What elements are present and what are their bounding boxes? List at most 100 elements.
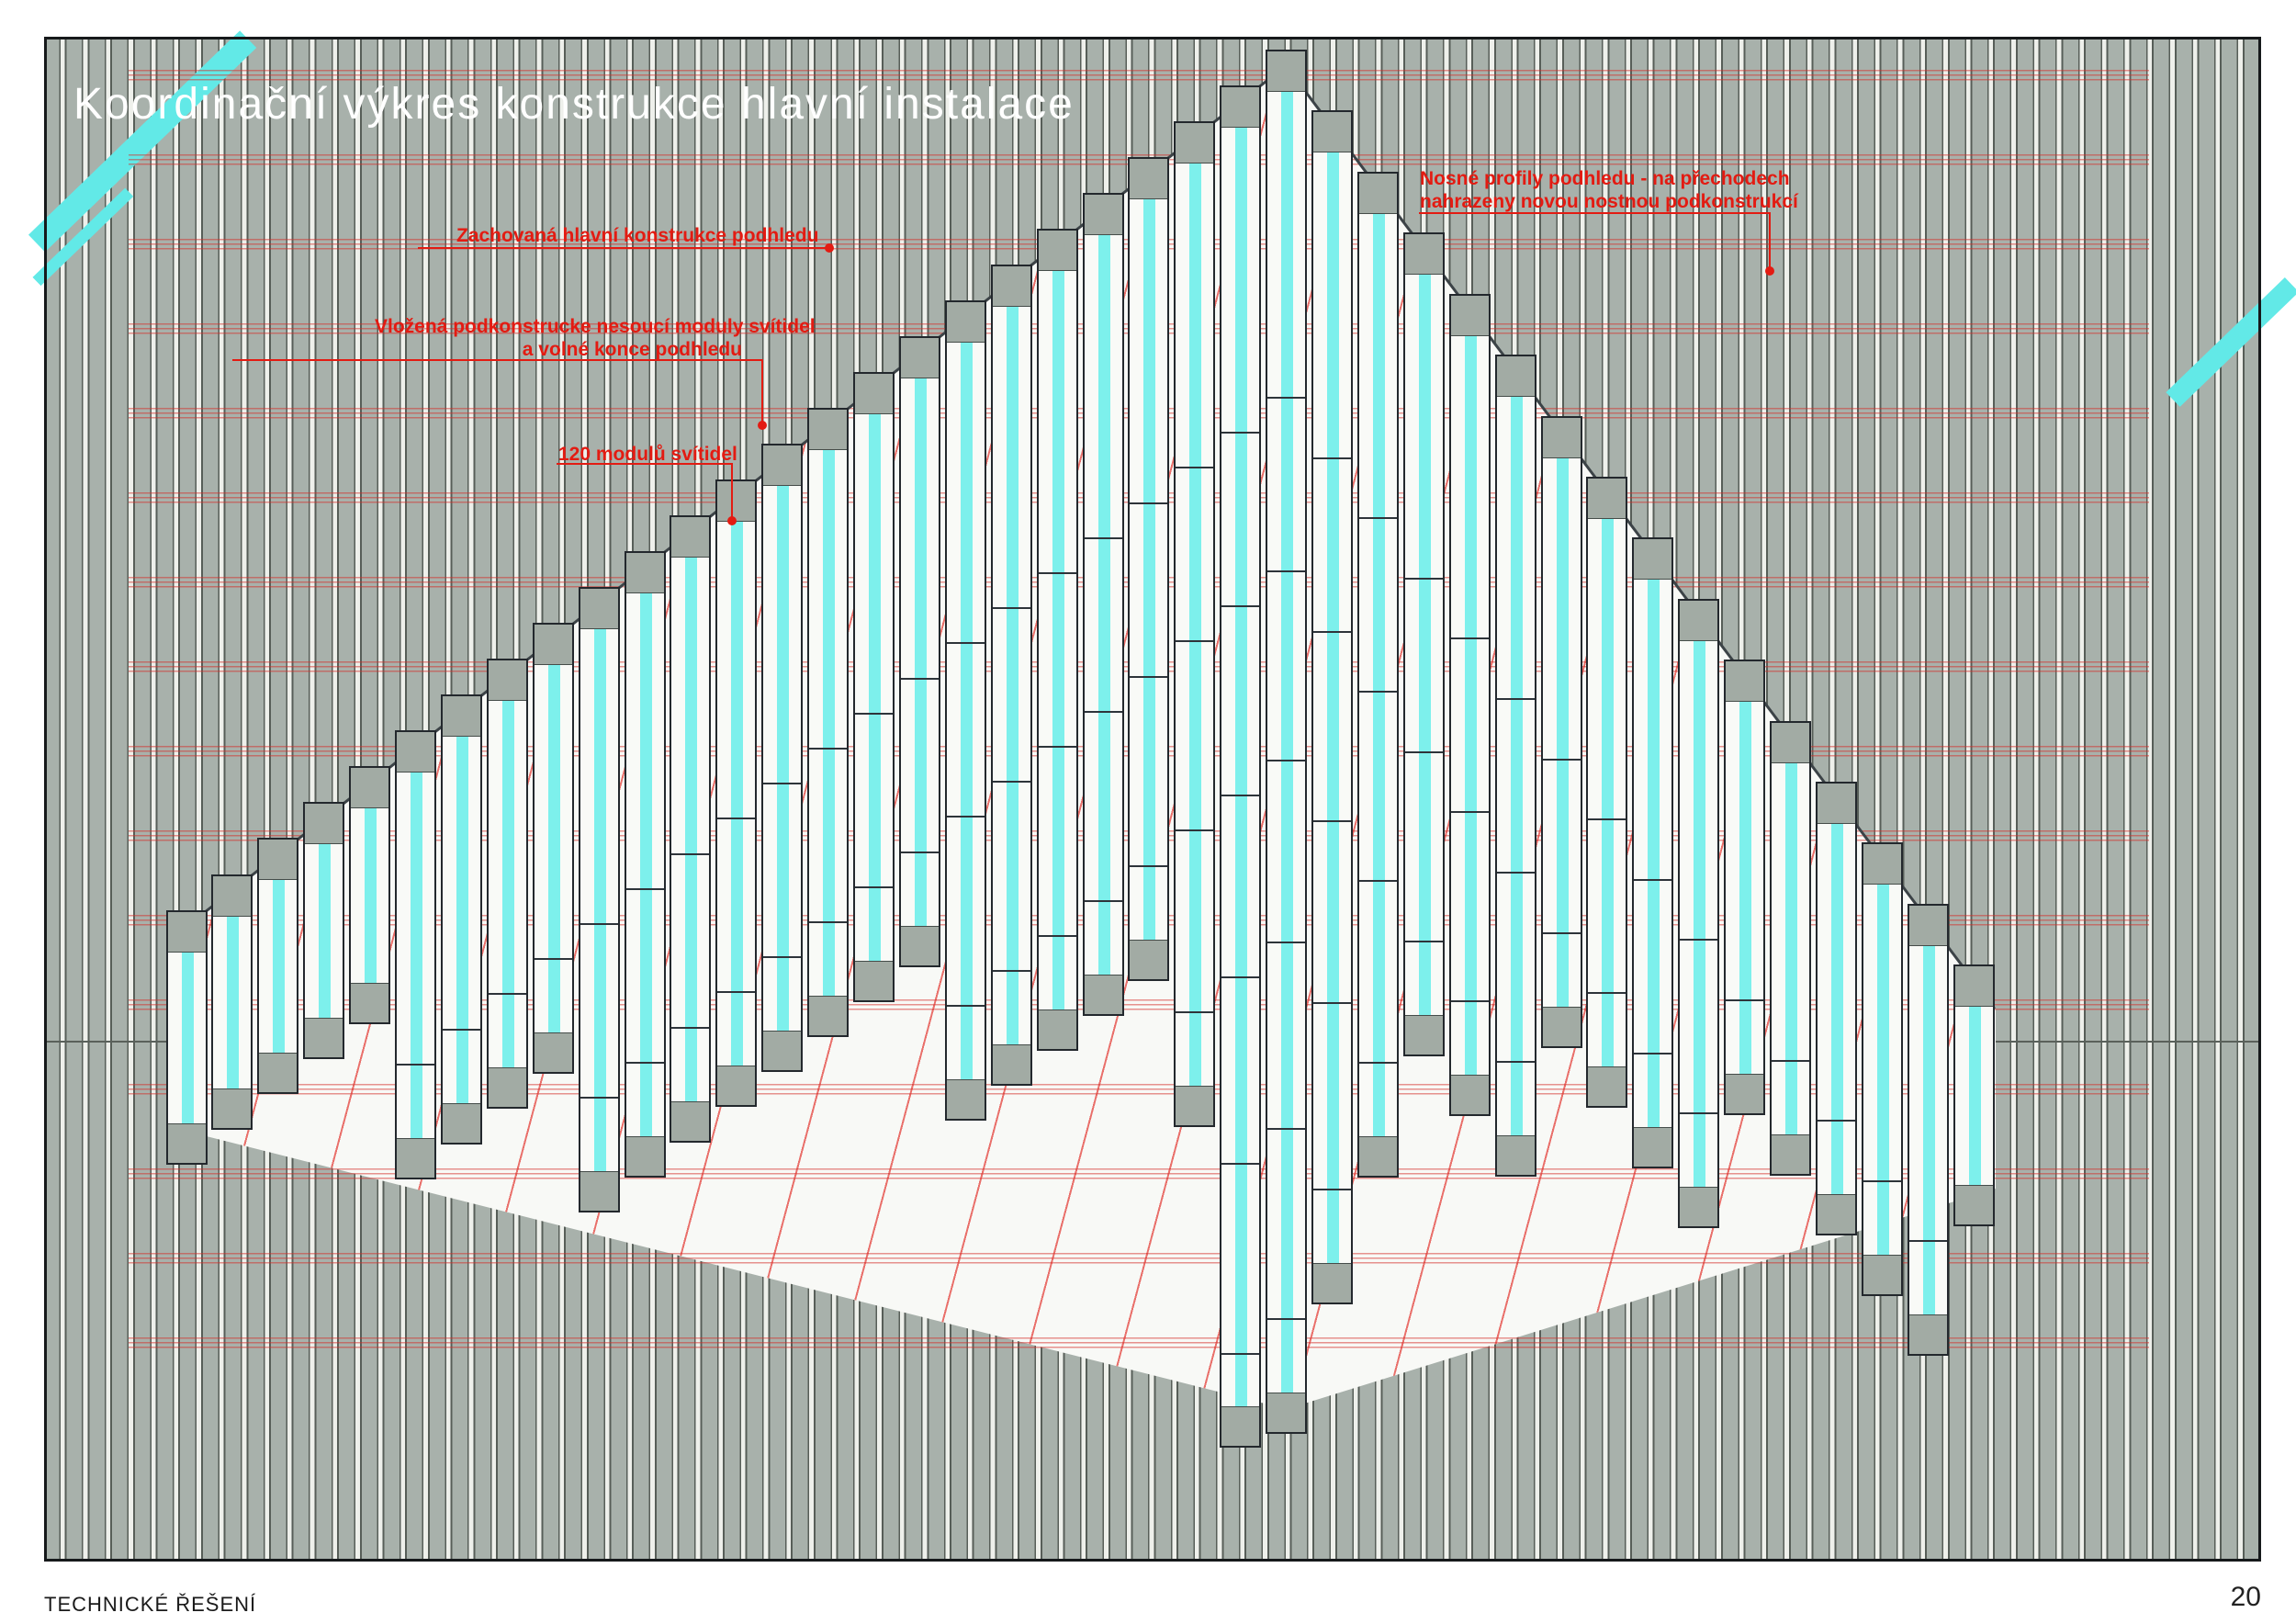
column-gray-cap xyxy=(167,911,206,953)
column-gray-cap xyxy=(305,804,343,845)
module-column xyxy=(486,659,528,1110)
module-divider xyxy=(1130,502,1168,504)
module-column xyxy=(853,372,895,1002)
module-divider xyxy=(1450,811,1489,814)
luminaire-strip xyxy=(501,660,514,1108)
module-divider xyxy=(1176,640,1214,643)
column-gray-stub xyxy=(351,982,389,1022)
column-gray-cap xyxy=(488,660,526,702)
column-gray-cap xyxy=(671,517,710,558)
column-gray-cap xyxy=(1221,87,1260,129)
module-divider xyxy=(1908,1240,1947,1243)
module-divider xyxy=(1176,1011,1214,1014)
module-column xyxy=(349,766,391,1024)
column-gray-stub xyxy=(1634,1126,1672,1167)
module-divider xyxy=(1450,637,1489,640)
column-gray-cap xyxy=(1680,600,1718,641)
module-divider xyxy=(1221,976,1260,979)
luminaire-strip xyxy=(1694,600,1706,1227)
module-divider xyxy=(671,852,710,855)
column-gray-stub xyxy=(167,1122,206,1163)
column-gray-cap xyxy=(1404,234,1443,276)
luminaire-strip xyxy=(365,768,377,1022)
module-divider xyxy=(1267,1128,1306,1130)
luminaire-strip xyxy=(960,302,973,1120)
column-gray-stub xyxy=(488,1067,526,1108)
column-gray-stub xyxy=(1680,1187,1718,1227)
column-gray-stub xyxy=(1772,1133,1809,1174)
column-gray-cap xyxy=(1496,356,1535,398)
module-divider xyxy=(855,712,893,715)
module-divider xyxy=(397,1063,434,1066)
luminaire-strip xyxy=(1876,844,1889,1294)
luminaire-strip xyxy=(1648,539,1660,1167)
column-gray-cap xyxy=(259,840,298,881)
luminaire-strip xyxy=(593,589,606,1211)
column-gray-stub xyxy=(1954,1184,1993,1224)
luminaire-strip xyxy=(1464,295,1477,1115)
column-gray-cap xyxy=(809,410,848,451)
column-gray-cap xyxy=(1772,722,1809,763)
column-gray-stub xyxy=(625,1135,664,1176)
column-gray-stub xyxy=(1726,1073,1764,1113)
module-divider xyxy=(1772,1059,1809,1062)
module-column xyxy=(1494,355,1536,1177)
column-gray-cap xyxy=(1358,173,1397,214)
annotation-kept-structure-leader xyxy=(418,247,831,249)
luminaire-strip xyxy=(319,804,332,1058)
column-gray-stub xyxy=(1176,1086,1214,1126)
module-column xyxy=(1128,157,1170,981)
module-divider xyxy=(1176,829,1214,832)
luminaire-strip xyxy=(1372,173,1385,1177)
module-column xyxy=(1174,121,1216,1128)
luminaire-strip xyxy=(914,338,927,965)
luminaire-strip xyxy=(731,481,744,1106)
luminaire-strip xyxy=(1235,87,1248,1446)
column-gray-stub xyxy=(900,925,939,965)
annotation-bearing-dot xyxy=(1765,266,1774,276)
module-divider xyxy=(1313,457,1351,459)
annotation-inserted-substructure-line2: a volné konce podhledu xyxy=(522,339,742,360)
module-divider xyxy=(1267,760,1306,761)
luminaire-strip xyxy=(1006,266,1019,1085)
module-divider xyxy=(1496,697,1535,700)
annotation-inserted-leader-h xyxy=(232,359,763,361)
column-gray-stub xyxy=(1542,1006,1581,1046)
column-gray-cap xyxy=(1313,112,1351,153)
module-divider xyxy=(1863,1179,1901,1182)
module-divider xyxy=(1404,577,1443,580)
column-gray-stub xyxy=(671,1100,710,1141)
column-gray-cap xyxy=(1450,295,1489,336)
module-column xyxy=(670,515,712,1143)
column-gray-stub xyxy=(1863,1254,1901,1294)
module-divider xyxy=(1313,819,1351,822)
module-divider xyxy=(625,1061,664,1064)
column-gray-cap xyxy=(1726,661,1764,703)
column-gray-cap xyxy=(992,266,1030,308)
module-column xyxy=(1632,537,1674,1168)
module-divider xyxy=(1588,992,1626,995)
module-divider xyxy=(1221,795,1260,797)
column-gray-cap xyxy=(351,768,389,809)
page-number: 20 xyxy=(2230,1582,2261,1612)
module-divider xyxy=(1038,745,1076,748)
column-gray-stub xyxy=(580,1170,618,1211)
module-divider xyxy=(855,885,893,888)
module-divider xyxy=(809,920,848,923)
luminaire-strip xyxy=(411,732,422,1178)
module-column xyxy=(1082,193,1124,1016)
module-divider xyxy=(1358,691,1397,694)
module-divider xyxy=(1680,939,1718,942)
column-gray-stub xyxy=(1130,939,1168,979)
module-divider xyxy=(946,1005,985,1008)
module-column xyxy=(1907,903,1949,1357)
luminaire-strip xyxy=(1510,356,1523,1175)
module-divider xyxy=(1084,536,1122,539)
module-divider xyxy=(946,816,985,818)
column-gray-cap xyxy=(946,302,985,344)
module-column xyxy=(1220,85,1262,1448)
luminaire-strip xyxy=(1556,417,1569,1046)
luminaire-strip xyxy=(1418,234,1431,1054)
module-divider xyxy=(992,970,1030,973)
module-column xyxy=(1448,293,1491,1117)
